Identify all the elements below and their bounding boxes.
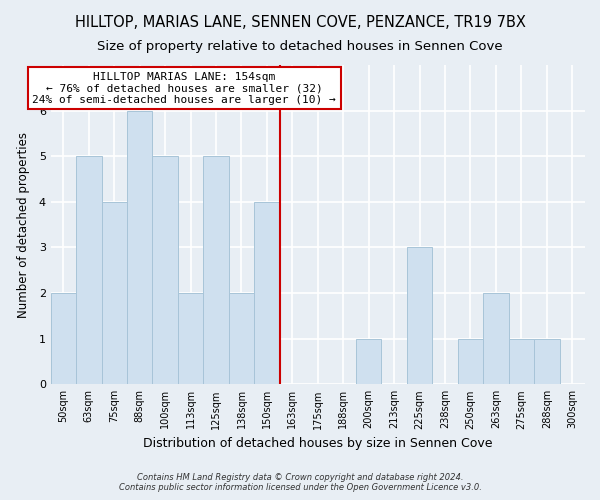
X-axis label: Distribution of detached houses by size in Sennen Cove: Distribution of detached houses by size … bbox=[143, 437, 493, 450]
Bar bbox=[152, 156, 178, 384]
Bar bbox=[76, 156, 101, 384]
Bar bbox=[534, 338, 560, 384]
Text: HILLTOP, MARIAS LANE, SENNEN COVE, PENZANCE, TR19 7BX: HILLTOP, MARIAS LANE, SENNEN COVE, PENZA… bbox=[74, 15, 526, 30]
Bar bbox=[407, 248, 433, 384]
Text: Size of property relative to detached houses in Sennen Cove: Size of property relative to detached ho… bbox=[97, 40, 503, 53]
Bar bbox=[254, 202, 280, 384]
Bar bbox=[127, 110, 152, 384]
Bar bbox=[203, 156, 229, 384]
Y-axis label: Number of detached properties: Number of detached properties bbox=[17, 132, 31, 318]
Bar bbox=[356, 338, 382, 384]
Bar bbox=[178, 293, 203, 384]
Bar bbox=[101, 202, 127, 384]
Bar bbox=[50, 293, 76, 384]
Bar bbox=[458, 338, 483, 384]
Text: Contains HM Land Registry data © Crown copyright and database right 2024.
Contai: Contains HM Land Registry data © Crown c… bbox=[119, 473, 481, 492]
Bar bbox=[229, 293, 254, 384]
Bar bbox=[483, 293, 509, 384]
Bar bbox=[509, 338, 534, 384]
Text: HILLTOP MARIAS LANE: 154sqm
← 76% of detached houses are smaller (32)
24% of sem: HILLTOP MARIAS LANE: 154sqm ← 76% of det… bbox=[32, 72, 336, 105]
